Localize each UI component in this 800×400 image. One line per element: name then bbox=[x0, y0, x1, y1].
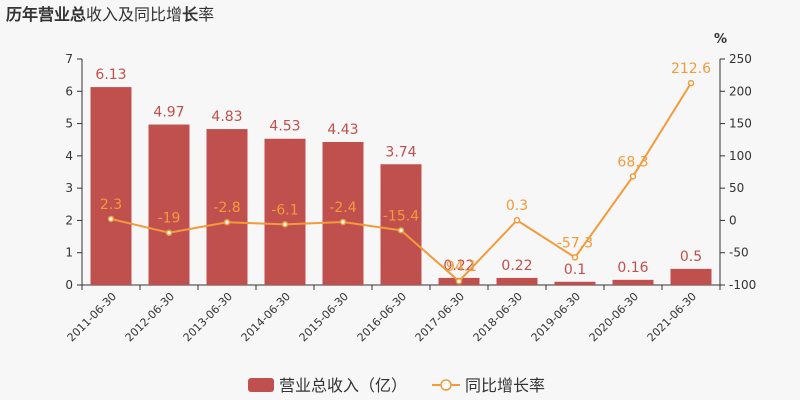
revenue-bar bbox=[206, 129, 248, 285]
revenue-bar bbox=[322, 141, 364, 285]
growth-rate-label: -15.4 bbox=[383, 208, 419, 224]
y-left-tick-label: 4 bbox=[65, 149, 73, 163]
legend-line-label: 同比增长率 bbox=[465, 376, 545, 395]
revenue-bar bbox=[148, 124, 190, 285]
revenue-bar bbox=[90, 87, 132, 286]
legend-bar-label: 营业总收入（亿） bbox=[279, 376, 407, 395]
y-right-tick-label: 200 bbox=[729, 84, 752, 98]
x-tick-label: 2012-06-30 bbox=[123, 290, 177, 344]
revenue-bar-label: 0.5 bbox=[680, 249, 702, 265]
y-right-tick-label: 0 bbox=[729, 213, 737, 227]
growth-rate-label: -2.8 bbox=[213, 200, 240, 216]
y-right-tick-label: -100 bbox=[729, 278, 756, 292]
revenue-bar-label: 0.16 bbox=[617, 260, 648, 276]
growth-rate-point bbox=[223, 218, 231, 226]
revenue-bar bbox=[380, 164, 422, 285]
x-tick-label: 2016-06-30 bbox=[355, 290, 409, 344]
y-left-tick-label: 5 bbox=[65, 117, 73, 131]
x-tick-label: 2019-06-30 bbox=[529, 290, 583, 344]
revenue-bar-label: 4.83 bbox=[211, 109, 242, 125]
title-part: 营业 bbox=[38, 5, 70, 24]
growth-rate-point bbox=[513, 216, 521, 224]
y-left-tick-label: 3 bbox=[65, 181, 73, 195]
revenue-bar-label: 0.22 bbox=[501, 258, 532, 274]
growth-rate-point bbox=[571, 254, 579, 261]
growth-rate-label: 68.3 bbox=[617, 154, 648, 170]
x-tick-label: 2013-06-30 bbox=[181, 290, 235, 344]
x-tick-label: 2021-06-30 bbox=[645, 290, 699, 344]
title-part: 总 bbox=[70, 5, 86, 24]
growth-rate-point bbox=[165, 229, 173, 236]
revenue-bar-label: 0.1 bbox=[564, 262, 586, 278]
y-left-tick-label: 2 bbox=[65, 213, 73, 227]
x-tick-label: 2014-06-30 bbox=[239, 290, 293, 344]
growth-rate-point bbox=[687, 79, 695, 87]
revenue-bar bbox=[496, 277, 538, 285]
growth-rate-point bbox=[281, 221, 289, 228]
y-right-tick-label: 150 bbox=[729, 117, 752, 131]
revenue-bar-label: 0.22 bbox=[443, 258, 474, 274]
growth-rate-point bbox=[339, 218, 347, 226]
revenue-bar-label: 3.74 bbox=[385, 144, 416, 160]
revenue-bar-label: 4.43 bbox=[327, 122, 358, 138]
growth-rate-label: -94.1 bbox=[441, 259, 477, 275]
revenue-bar bbox=[670, 268, 712, 285]
legend-bar-swatch bbox=[248, 378, 274, 392]
growth-rate-point bbox=[397, 227, 405, 234]
y-left-tick-label: 6 bbox=[65, 84, 73, 98]
growth-rate-point bbox=[107, 215, 115, 223]
growth-rate-label: -6.1 bbox=[271, 202, 298, 218]
growth-rate-point bbox=[629, 173, 637, 180]
revenue-bar bbox=[612, 279, 654, 285]
legend-line-marker bbox=[440, 379, 452, 391]
y-left-tick-label: 0 bbox=[65, 278, 73, 292]
legend: 营业总收入（亿） 同比增长率 bbox=[248, 376, 545, 395]
growth-rate-point bbox=[455, 277, 463, 285]
growth-rate-label: -2.4 bbox=[329, 200, 356, 216]
y-right-tick-label: 250 bbox=[729, 52, 752, 66]
revenue-bar-label: 4.97 bbox=[153, 105, 184, 121]
growth-rate-label: 212.6 bbox=[671, 61, 711, 77]
title-part: 收入及同比增 bbox=[86, 5, 182, 24]
growth-rate-label: -19 bbox=[158, 211, 181, 227]
x-tick-label: 2015-06-30 bbox=[297, 290, 351, 344]
x-tick-label: 2020-06-30 bbox=[587, 290, 641, 344]
y-right-tick-label: 50 bbox=[729, 181, 744, 195]
y-right-unit-label: % bbox=[714, 32, 727, 47]
y-right-tick-label: -50 bbox=[729, 246, 749, 260]
revenue-bar-label: 4.53 bbox=[269, 119, 300, 135]
title-part: 历年 bbox=[6, 5, 38, 24]
growth-rate-label: 2.3 bbox=[100, 197, 122, 213]
revenue-bar-label: 6.13 bbox=[95, 67, 126, 83]
title-part: 长 bbox=[182, 5, 199, 24]
x-tick-label: 2018-06-30 bbox=[471, 290, 525, 344]
revenue-bar bbox=[554, 281, 596, 285]
x-tick-label: 2017-06-30 bbox=[413, 290, 467, 344]
y-right-tick-label: 100 bbox=[729, 149, 752, 163]
chart-title: 历年营业总收入及同比增长率 bbox=[6, 5, 214, 24]
growth-rate-label: 0.3 bbox=[506, 198, 528, 214]
x-tick-label: 2011-06-30 bbox=[65, 290, 119, 344]
growth-rate-label: -57.3 bbox=[557, 235, 593, 251]
y-left-tick-label: 1 bbox=[65, 246, 73, 260]
y-left-tick-label: 7 bbox=[65, 52, 73, 66]
revenue-bar bbox=[264, 138, 306, 285]
title-part: 率 bbox=[198, 5, 214, 24]
